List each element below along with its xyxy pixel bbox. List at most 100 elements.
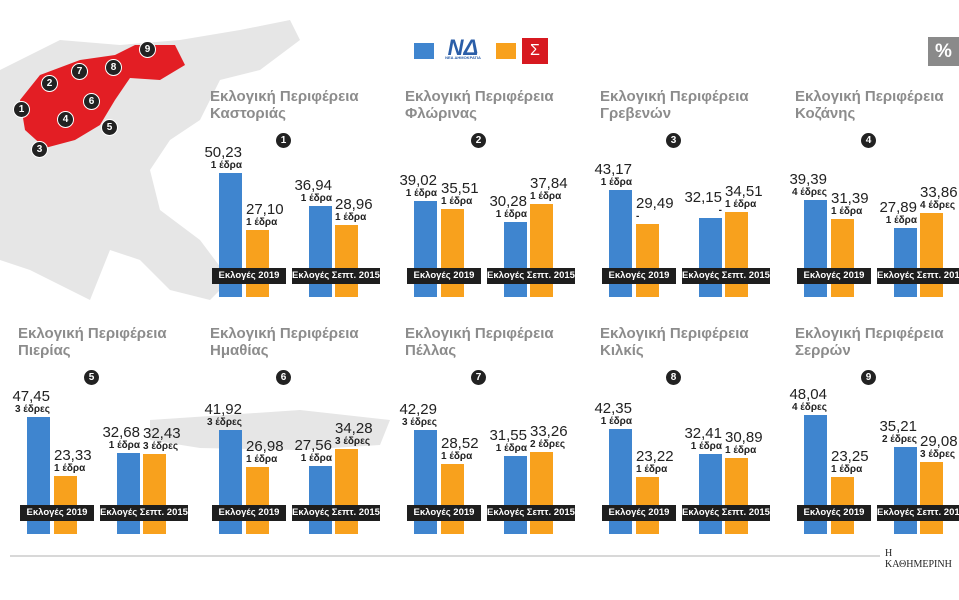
panel-title: Εκλογική Περιφέρεια Φλώρινας — [405, 88, 554, 122]
value-label: 33,26 — [530, 422, 568, 440]
region-number-badge: 5 — [84, 370, 99, 385]
seats-label: 1 έδρα — [495, 443, 527, 455]
value-label: 27,10 — [246, 201, 284, 219]
value-label: 48,04 — [789, 386, 827, 404]
bar-nd — [219, 172, 242, 297]
map-marker: 9 — [139, 41, 156, 58]
map-marker: 1 — [13, 101, 30, 118]
election-label: Εκλογές Σεπτ. 2015 — [682, 505, 770, 521]
value-label: 31,39 — [831, 190, 869, 208]
seats-label: 1 έδρα — [441, 196, 473, 208]
bar-nd — [504, 456, 527, 534]
seats-label: 4 έδρες — [920, 200, 956, 212]
election-label: Εκλογές Σεπτ. 2015 — [487, 268, 575, 284]
legend-swatch-syriza — [496, 43, 516, 59]
election-label: Εκλογές 2019 — [212, 505, 286, 521]
value-label: 37,84 — [530, 174, 568, 192]
seats-label: 1 έδρα — [54, 463, 86, 475]
bar-syriza — [636, 224, 659, 297]
seats-label: 1 έδρα — [495, 209, 527, 221]
election-label: Εκλογές Σεπτ. 2015 — [292, 268, 380, 284]
panel-title-line1: Εκλογική Περιφέρεια — [795, 88, 944, 105]
election-label: Εκλογές 2019 — [797, 505, 871, 521]
value-label: 35,21 — [879, 418, 917, 436]
value-label: 23,33 — [54, 447, 92, 465]
region-panel: Εκλογική Περιφέρεια Σερρών 9 4 έδρες 48,04 1 … — [789, 325, 959, 555]
seats-label: 4 έδρες — [791, 186, 827, 198]
election-label: Εκλογές Σεπτ. 2015 — [292, 505, 380, 521]
value-label: 34,51 — [725, 182, 763, 200]
election-label: Εκλογές Σεπτ. 2015 — [877, 505, 959, 521]
value-label: 28,52 — [441, 434, 479, 452]
map-marker: 6 — [83, 93, 100, 110]
value-label: 27,89 — [879, 199, 917, 217]
value-label: 39,02 — [399, 171, 437, 189]
value-label: 35,51 — [441, 180, 479, 198]
seats-label: 1 έδρα — [530, 190, 562, 202]
map-marker: 4 — [57, 111, 74, 128]
seats-label: 1 έδρα — [831, 463, 863, 475]
panel-title-line2: Γρεβενών — [600, 105, 672, 122]
seats-label: 4 έδρες — [791, 402, 827, 414]
bar-syriza — [441, 463, 464, 534]
region-panel: Εκλογική Περιφέρεια Κοζάνης 4 4 έδρες 39,39 1… — [789, 88, 959, 318]
panel-title-line1: Εκλογική Περιφέρεια — [405, 88, 554, 105]
bar-syriza — [725, 457, 748, 534]
panel-title: Εκλογική Περιφέρεια Πέλλας — [405, 325, 554, 359]
value-label: 42,35 — [594, 400, 632, 418]
panel-title-line1: Εκλογική Περιφέρεια — [210, 88, 359, 105]
region-number-badge: 3 — [666, 133, 681, 148]
value-label: 31,55 — [489, 427, 527, 445]
seats-label: 1 έδρα — [885, 215, 917, 227]
region-number-badge: 2 — [471, 133, 486, 148]
panel-title-line1: Εκλογική Περιφέρεια — [210, 325, 359, 342]
value-label: 28,96 — [335, 196, 373, 214]
seats-label: - — [636, 211, 640, 223]
bar-nd — [309, 465, 332, 534]
publisher-credit: Η ΚΑΘΗΜΕΡΙΝΗ — [885, 548, 952, 570]
bar-syriza — [530, 451, 553, 534]
seats-label: 1 έδρα — [725, 444, 757, 456]
seats-label: 1 έδρα — [246, 217, 278, 229]
panel-title-line2: Κιλκίς — [600, 342, 644, 359]
seats-label: 1 έδρα — [210, 159, 242, 171]
panel-title-line2: Ημαθίας — [210, 342, 269, 359]
region-number-badge: 9 — [861, 370, 876, 385]
election-label: Εκλογές 2019 — [20, 505, 94, 521]
value-label: 30,28 — [489, 193, 527, 211]
region-number-badge: 4 — [861, 133, 876, 148]
seats-label: 3 έδρες — [143, 440, 179, 452]
seats-label: 1 έδρα — [335, 212, 367, 224]
seats-label: 1 έδρα — [246, 454, 278, 466]
seats-label: 3 έδρες — [401, 416, 437, 428]
seats-label: - — [718, 204, 722, 216]
region-number-badge: 7 — [471, 370, 486, 385]
bar-syriza — [920, 213, 943, 297]
seats-label: 3 έδρες — [920, 449, 956, 461]
seats-label: 2 έδρες — [881, 434, 917, 446]
map-marker: 2 — [41, 75, 58, 92]
panel-title: Εκλογική Περιφέρεια Ημαθίας — [210, 325, 359, 359]
legend-swatch-nd — [414, 43, 434, 59]
panel-title-line2: Σερρών — [795, 342, 851, 359]
bar-syriza — [143, 453, 166, 534]
value-label: 34,28 — [335, 420, 373, 438]
bar-syriza — [335, 225, 358, 297]
seats-label: 1 έδρα — [636, 463, 668, 475]
panel-title-line2: Φλώρινας — [405, 105, 477, 122]
value-label: 23,22 — [636, 447, 674, 465]
seats-label: 3 έδρες — [14, 403, 50, 415]
value-label: 39,39 — [789, 170, 827, 188]
election-label: Εκλογές Σεπτ. 2015 — [682, 268, 770, 284]
seats-label: 1 έδρα — [831, 206, 863, 218]
value-label: 43,17 — [594, 161, 632, 179]
region-panel: Εκλογική Περιφέρεια Καστοριάς 1 1 έδρα 50,23… — [204, 88, 385, 318]
panel-title-line2: Κοζάνης — [795, 105, 856, 122]
region-panel: Εκλογική Περιφέρεια Κιλκίς 8 1 έδρα 42,35 1 έ… — [594, 325, 775, 555]
seats-label: 1 έδρα — [600, 177, 632, 189]
panel-title: Εκλογική Περιφέρεια Καστοριάς — [210, 88, 359, 122]
bar-nd — [804, 415, 827, 534]
seats-label: 3 έδρες — [335, 436, 371, 448]
election-label: Εκλογές Σεπτ. 2015 — [877, 268, 959, 284]
seats-label: 3 έδρες — [206, 417, 242, 429]
